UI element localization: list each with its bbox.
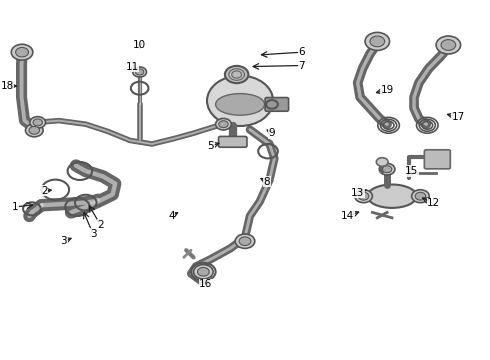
FancyBboxPatch shape	[424, 150, 450, 169]
Circle shape	[197, 267, 209, 276]
Text: 11: 11	[125, 62, 139, 72]
FancyBboxPatch shape	[219, 136, 247, 147]
Circle shape	[16, 48, 28, 57]
Text: 12: 12	[427, 198, 441, 208]
Circle shape	[235, 234, 255, 248]
Text: 18: 18	[0, 81, 14, 91]
Ellipse shape	[368, 184, 416, 208]
Text: 3: 3	[90, 229, 97, 239]
Circle shape	[239, 237, 251, 246]
Circle shape	[441, 40, 456, 50]
Circle shape	[415, 192, 426, 200]
Circle shape	[11, 44, 33, 60]
Circle shape	[33, 119, 43, 126]
Text: 17: 17	[451, 112, 465, 122]
Ellipse shape	[216, 94, 265, 115]
Text: 2: 2	[97, 220, 104, 230]
Circle shape	[370, 36, 385, 47]
Text: 6: 6	[298, 47, 305, 57]
Text: 9: 9	[269, 128, 275, 138]
Text: 3: 3	[60, 236, 67, 246]
Text: 2: 2	[41, 186, 48, 196]
Circle shape	[355, 190, 372, 203]
Circle shape	[25, 124, 43, 137]
Text: 5: 5	[207, 141, 214, 151]
Ellipse shape	[207, 76, 273, 126]
Circle shape	[30, 117, 46, 128]
Circle shape	[216, 118, 231, 130]
Circle shape	[382, 166, 392, 173]
Circle shape	[133, 67, 147, 77]
Circle shape	[365, 32, 390, 50]
Text: 13: 13	[351, 188, 365, 198]
Circle shape	[379, 163, 395, 175]
Circle shape	[219, 121, 228, 128]
Text: 4: 4	[168, 211, 175, 221]
Circle shape	[412, 190, 429, 203]
Circle shape	[194, 265, 213, 279]
Text: 19: 19	[380, 85, 394, 95]
Circle shape	[358, 192, 369, 200]
Text: 15: 15	[405, 166, 418, 176]
Text: 8: 8	[264, 177, 270, 187]
Text: 1: 1	[11, 202, 18, 212]
Text: 7: 7	[298, 60, 305, 71]
Text: 10: 10	[133, 40, 146, 50]
Circle shape	[376, 158, 388, 166]
Circle shape	[436, 36, 461, 54]
FancyBboxPatch shape	[265, 98, 289, 111]
Text: 14: 14	[341, 211, 355, 221]
Text: 16: 16	[199, 279, 213, 289]
Circle shape	[29, 126, 40, 134]
Circle shape	[136, 69, 144, 75]
Circle shape	[225, 66, 248, 83]
